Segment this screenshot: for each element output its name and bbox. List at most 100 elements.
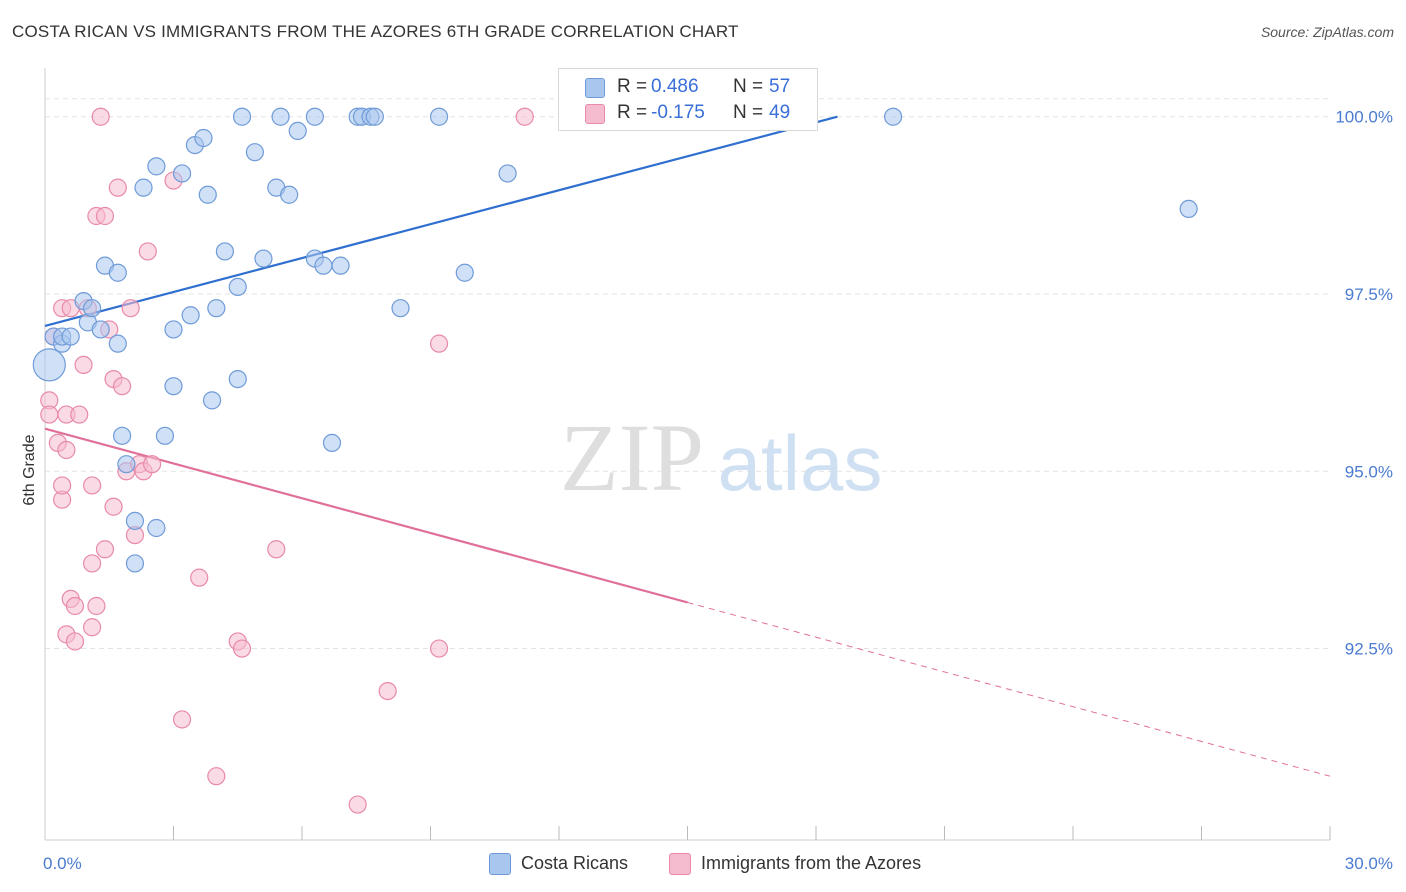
y-tick-label: 95.0% xyxy=(1345,462,1393,481)
trend-line-azores-extrapolated xyxy=(687,601,1331,777)
point-costa-ricans xyxy=(164,320,183,339)
point-azores xyxy=(348,795,367,814)
point-azores xyxy=(83,476,102,495)
point-costa-ricans xyxy=(117,455,136,474)
point-costa-ricans xyxy=(32,348,66,382)
point-azores xyxy=(91,107,110,126)
point-azores xyxy=(53,476,72,495)
y-tick-label: 97.5% xyxy=(1345,285,1393,304)
point-azores xyxy=(40,405,59,424)
point-azores xyxy=(65,596,85,616)
point-costa-ricans xyxy=(108,334,127,353)
point-azores xyxy=(83,618,102,637)
point-costa-ricans xyxy=(164,377,183,396)
point-costa-ricans xyxy=(125,511,145,531)
point-costa-ricans xyxy=(498,164,517,183)
point-costa-ricans xyxy=(202,391,222,410)
point-azores xyxy=(95,206,115,226)
axes xyxy=(44,68,1331,841)
point-azores xyxy=(172,710,192,729)
point-azores xyxy=(207,767,226,786)
point-azores xyxy=(190,568,209,587)
point-azores xyxy=(74,355,93,375)
source-label: Source: ZipAtlas.com xyxy=(1260,24,1394,40)
point-costa-ricans xyxy=(254,249,273,268)
legend-r-label: R = xyxy=(617,102,648,123)
y-tick-label: 100.0% xyxy=(1335,108,1393,127)
legend-n-value: 49 xyxy=(769,102,791,123)
legend-swatch-pink xyxy=(669,853,691,875)
watermark: ZIP atlas xyxy=(560,404,882,511)
point-costa-ricans xyxy=(112,426,132,445)
point-costa-ricans xyxy=(271,107,290,126)
point-costa-ricans xyxy=(155,426,175,445)
point-azores xyxy=(429,334,449,353)
point-azores xyxy=(429,639,449,658)
point-azores xyxy=(108,178,127,197)
point-costa-ricans xyxy=(207,299,226,318)
legend-swatch-pink xyxy=(585,104,605,124)
point-azores xyxy=(112,377,132,396)
y-tick-label: 92.5% xyxy=(1345,640,1393,659)
point-costa-ricans xyxy=(455,263,474,282)
point-costa-ricans xyxy=(305,107,324,126)
point-costa-ricans xyxy=(194,128,213,148)
point-costa-ricans xyxy=(883,107,903,126)
point-costa-ricans xyxy=(429,107,449,126)
point-costa-ricans xyxy=(134,178,153,197)
point-costa-ricans xyxy=(181,306,200,325)
point-costa-ricans xyxy=(1179,199,1198,219)
point-costa-ricans xyxy=(391,299,410,318)
point-costa-ricans xyxy=(147,157,166,176)
point-azores xyxy=(232,639,252,658)
point-costa-ricans xyxy=(245,143,264,162)
point-costa-ricans xyxy=(331,256,350,275)
point-costa-ricans xyxy=(125,554,145,573)
point-azores xyxy=(65,632,85,651)
legend-swatch-blue xyxy=(489,853,511,875)
point-costa-ricans xyxy=(232,107,252,126)
stats-legend: R = 0.486 N = 57 R = -0.175 N = 49 xyxy=(558,68,818,131)
trend-line-costa-ricans xyxy=(44,115,838,327)
point-costa-ricans xyxy=(314,256,333,275)
point-azores xyxy=(515,107,534,126)
x-tick-label-max: 30.0% xyxy=(1345,854,1393,873)
point-azores xyxy=(104,497,123,516)
point-costa-ricans xyxy=(198,185,217,204)
point-azores xyxy=(95,540,115,559)
point-azores xyxy=(267,540,286,559)
x-tick-labels: 0.0% 30.0% xyxy=(43,854,1393,873)
y-axis-label: 6th Grade xyxy=(21,434,38,505)
legend-label: Immigrants from the Azores xyxy=(701,853,922,873)
point-costa-ricans xyxy=(228,369,247,389)
data-points xyxy=(32,107,1198,814)
point-azores xyxy=(83,554,102,573)
point-costa-ricans xyxy=(172,164,192,183)
point-azores xyxy=(57,440,76,460)
legend-n-label: N = xyxy=(733,76,764,97)
y-tick-labels: 92.5% 95.0% 97.5% 100.0% xyxy=(1335,108,1393,659)
point-costa-ricans xyxy=(228,277,247,297)
point-costa-ricans xyxy=(83,299,102,318)
legend-label: Costa Ricans xyxy=(521,853,629,873)
point-azores xyxy=(138,242,157,261)
point-costa-ricans xyxy=(61,327,80,346)
legend-r-value: 0.486 xyxy=(651,76,699,97)
legend-swatch-blue xyxy=(585,78,605,98)
legend-n-value: 57 xyxy=(769,76,791,97)
point-azores xyxy=(70,405,89,424)
legend-r-value: -0.175 xyxy=(651,102,705,123)
point-azores xyxy=(142,455,162,474)
point-azores xyxy=(87,596,106,616)
point-azores xyxy=(121,299,140,318)
point-costa-ricans xyxy=(108,263,127,282)
watermark-atlas: atlas xyxy=(718,419,883,507)
legend-r-label: R = xyxy=(617,76,648,97)
watermark-zip: ZIP xyxy=(560,404,704,511)
point-costa-ricans xyxy=(91,320,110,339)
legend-n-label: N = xyxy=(733,102,764,123)
point-costa-ricans xyxy=(147,518,166,538)
point-azores xyxy=(378,681,397,701)
point-costa-ricans xyxy=(365,107,384,126)
